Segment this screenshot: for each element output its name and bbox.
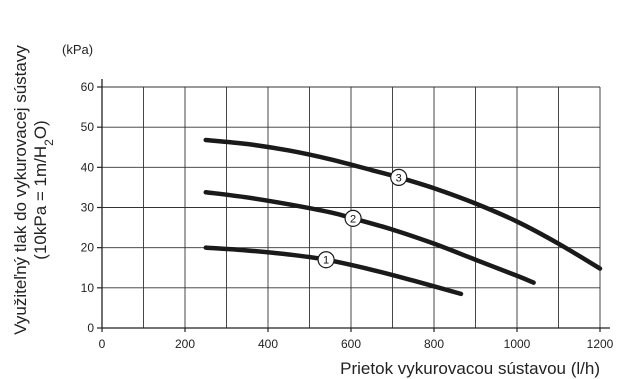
chart-grid	[102, 86, 601, 328]
y-axis-title-line2-prefix: (10kPa = 1m/H	[31, 146, 50, 260]
x-tick-label: 800	[424, 337, 444, 351]
x-axis-title: Prietok vykurovacou sústavou (l/h)	[340, 359, 600, 378]
x-tick-label: 1000	[504, 337, 531, 351]
x-tick-label: 0	[99, 337, 106, 351]
y-unit-label: (kPa)	[62, 42, 93, 57]
y-tick-label: 50	[81, 120, 95, 134]
curve-3-label: 3	[396, 172, 402, 184]
y-tick-label: 20	[81, 241, 95, 255]
y-axis-title-line2-subscript: 2	[42, 139, 56, 146]
curve-2	[203, 189, 536, 285]
chart-series: 1 2 3	[203, 137, 603, 297]
y-tick-label: 40	[81, 160, 95, 174]
curve-1	[203, 245, 464, 297]
y-axis-title-line2: (10kPa = 1m/H2O)	[31, 120, 56, 259]
curve-2-marker	[344, 209, 362, 227]
y-tick-label: 30	[81, 201, 95, 215]
curve-3	[203, 137, 603, 271]
x-tick-label: 200	[175, 337, 195, 351]
y-tick-label: 0	[87, 321, 94, 335]
curve-3-marker	[390, 168, 408, 186]
x-tick-label: 600	[341, 337, 361, 351]
y-axis-title-line2-suffix: O)	[31, 120, 50, 139]
chart-axes	[97, 79, 610, 332]
y-tick-label: 10	[81, 281, 95, 295]
curve-1-marker	[317, 251, 335, 269]
curve-2-label: 2	[350, 213, 356, 225]
x-tick-label: 400	[258, 337, 278, 351]
x-tick-label: 1200	[587, 337, 614, 351]
y-axis-title-line1: Využiteľný tlak do vykurovacej sústavy	[11, 45, 30, 335]
y-tick-label: 60	[81, 80, 95, 94]
curve-1-label: 1	[323, 255, 329, 267]
